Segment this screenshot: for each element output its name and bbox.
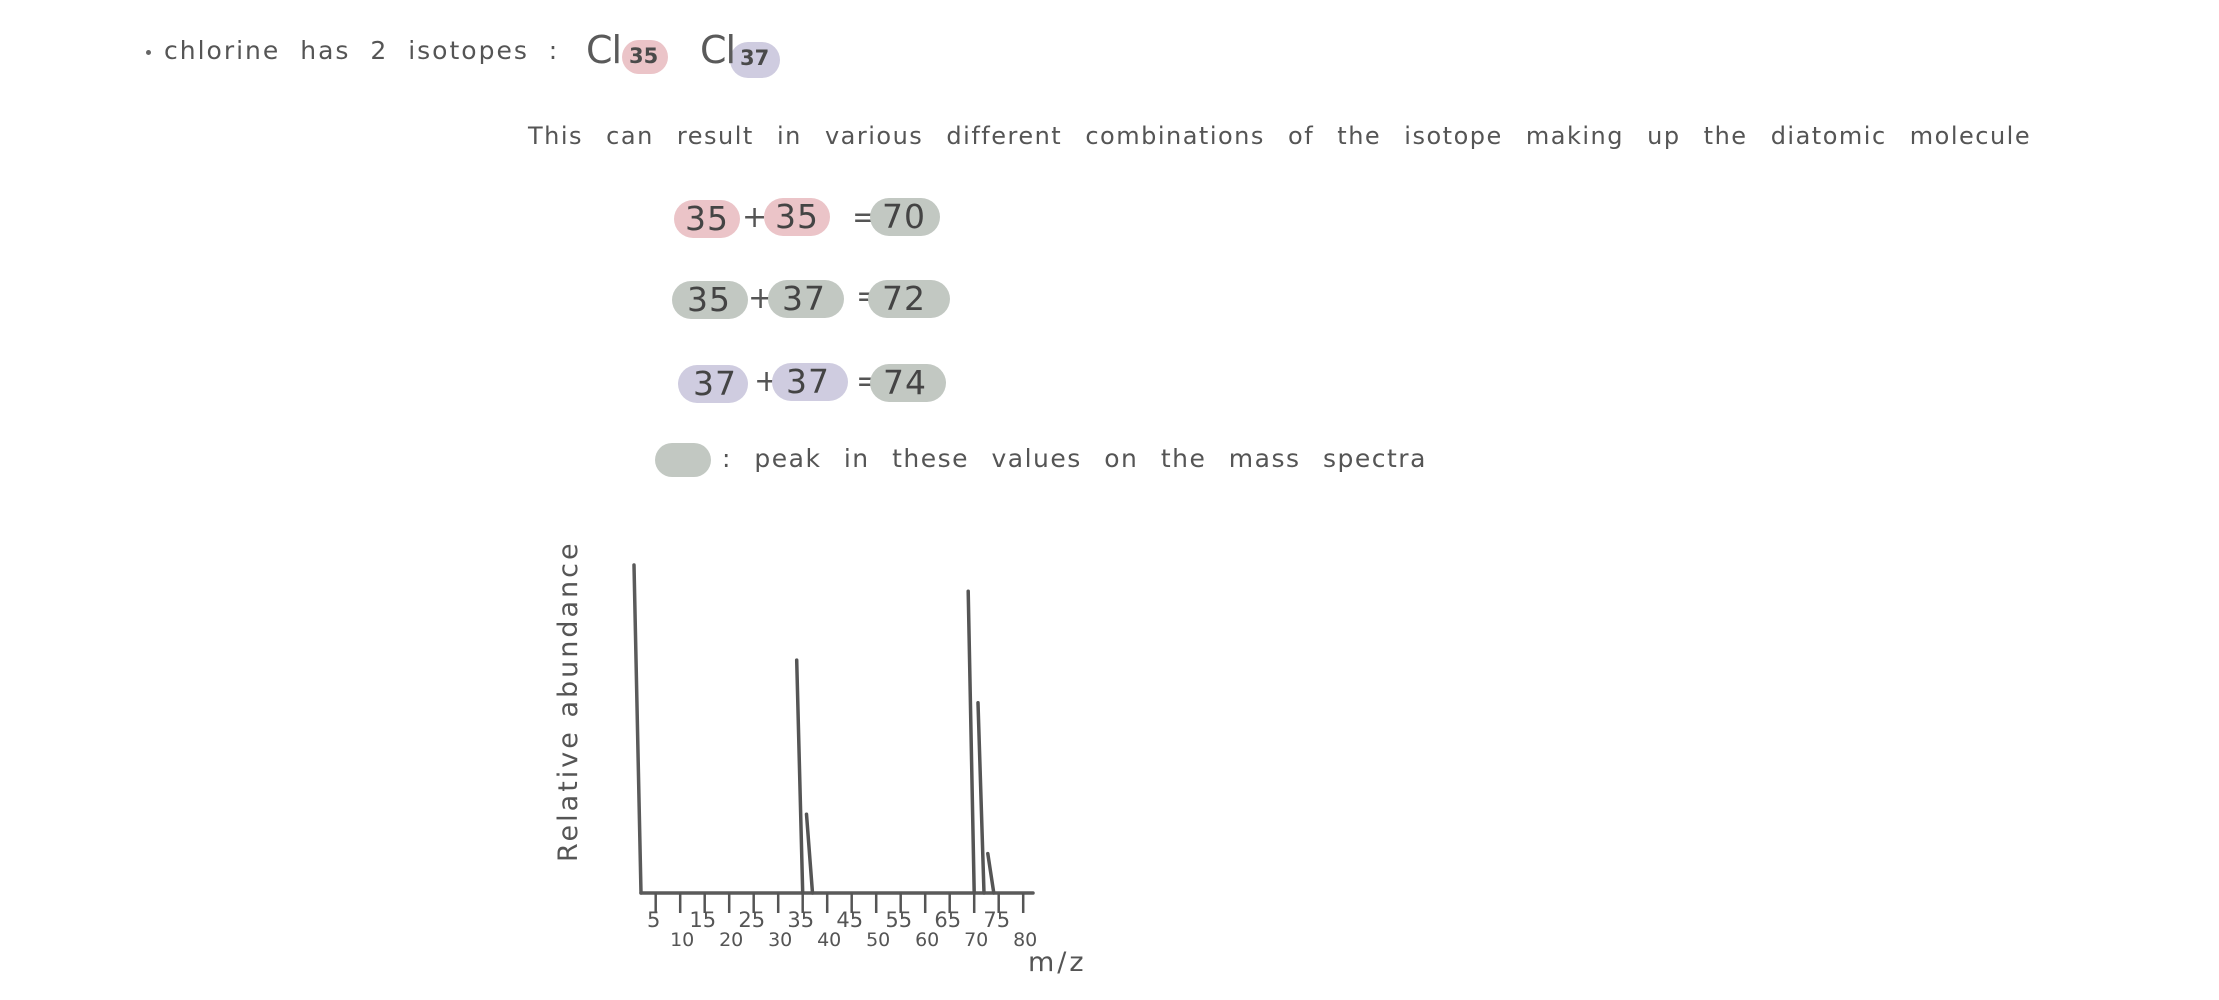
plus-sign: + [742,200,768,235]
x-tick-label: 50 [866,929,890,951]
peak-line-mz-70 [966,589,976,895]
legend-swatch [655,443,711,477]
isotope-mass-a: 35 [685,199,729,238]
x-tick-label: 25 [738,908,765,932]
isotope-mass-a: 37 [693,364,737,403]
peak-pill [870,364,946,402]
x-tick-label: 10 [670,929,694,951]
y-axis-label: Relative abundance [553,540,584,862]
x-tick-label: 65 [934,908,961,932]
isotope-mass-b: 35 [775,197,819,236]
description-text: This can result in various different com… [528,122,2032,150]
legend-text: : peak in these values on the mass spect… [722,444,1427,473]
peak-line-mz-72 [976,701,986,895]
x-tick-label: 70 [964,929,988,951]
isotope-mass-a: 35 [687,280,731,319]
isotope-pill [764,198,830,236]
x-tick-label: 80 [1013,929,1037,951]
x-tick-label: 40 [817,929,841,951]
peak-pill [868,280,950,318]
chart-peaks [794,589,996,895]
isotope-mass-b: 37 [786,362,830,401]
x-tick-label: 55 [885,908,912,932]
chart-axes [632,563,1035,895]
molecular-mass: 70 [882,197,926,236]
molecular-mass: 74 [883,363,927,402]
x-axis-label: m/z [1028,947,1087,978]
x-tick-label: 20 [719,929,743,951]
intro-text: chlorine has 2 isotopes : [164,36,560,65]
molecular-mass: 72 [882,279,926,318]
peak-line-mz-74 [986,851,996,895]
chart-ticks: 5 15 25 35 45 55 65 75 10 20 30 40 50 60 70 80 [647,893,1037,951]
isotope-symbol: Cl [586,28,622,72]
isotope-mass: 35 [629,44,659,68]
isotope-symbol: Cl [700,28,736,72]
isotope-pill [768,280,844,318]
x-tick-label: 15 [689,908,716,932]
isotope-mass-b: 37 [782,279,826,318]
y-axis [632,563,643,895]
x-tick-label: 45 [836,908,863,932]
x-tick-label: 60 [915,929,939,951]
cl37-highlight [730,42,780,78]
isotope-pill [672,281,748,319]
isotope-pill [772,363,848,401]
cl35-highlight [622,40,668,74]
x-tick-label: 30 [768,929,792,951]
peak-line-mz-37 [804,812,815,895]
bullet-dot [146,50,151,55]
x-tick-label: 5 [647,908,660,932]
peak-line-mz-35 [794,658,805,895]
peak-pill [870,198,940,236]
isotope-pill [678,365,748,403]
x-tick-label: 35 [787,908,814,932]
isotope-pill [674,200,740,238]
isotope-mass: 37 [740,46,770,70]
x-tick-label: 75 [983,908,1010,932]
